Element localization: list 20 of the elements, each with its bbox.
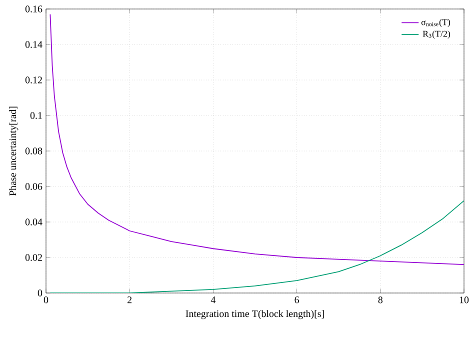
y-tick-label: 0.12: [25, 76, 42, 84]
y-tick-label: 0.1: [30, 112, 42, 119]
y-tick-label: 0.14: [25, 41, 42, 48]
x-tick-label: 4: [210, 296, 216, 304]
y-tick-label: 0: [38, 290, 42, 296]
y-tick-label: 0.08: [25, 148, 42, 154]
x-tick-label: 6: [294, 296, 299, 304]
legend-label: σ$_{noise}$(T): [421, 18, 450, 27]
line-series: [50, 14, 464, 266]
y-tick-label: 0.06: [25, 183, 42, 190]
legend-label: R$_{3}$(T/2): [422, 30, 450, 39]
x-tick-label: 10: [460, 296, 469, 304]
y-axis-title: Phase uncertainty[rad]: [9, 106, 18, 196]
x-axis-title: Integration time T(block length)[s]: [186, 310, 324, 320]
y-tick-label: 0.02: [25, 254, 42, 261]
x-tick-label: 8: [378, 296, 383, 304]
x-tick-label: 0: [44, 296, 48, 304]
y-tick-label: 0.16: [25, 6, 42, 12]
y-tick-label: 0.04: [25, 218, 42, 226]
x-tick-label: 2: [128, 296, 132, 304]
